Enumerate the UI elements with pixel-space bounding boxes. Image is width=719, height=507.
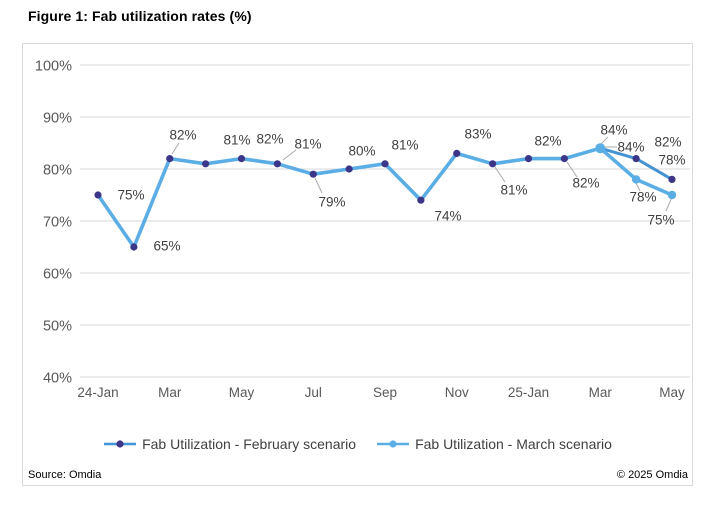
chart-legend: Fab Utilization - February scenario Fab …: [22, 436, 693, 452]
copyright-note: © 2025 Omdia: [616, 469, 688, 481]
legend-item-march-scenario: Fab Utilization - March scenario: [376, 436, 612, 452]
chart-title: Figure 1: Fab utilization rates (%): [28, 8, 252, 24]
chart-footer: Source: Omdia © 2025 Omdia: [28, 469, 688, 481]
legend-label-march: Fab Utilization - March scenario: [415, 436, 612, 452]
february-series-swatch-icon: [104, 440, 137, 448]
legend-item-february-scenario: Fab Utilization - February scenario: [103, 436, 356, 452]
chart-frame: [22, 43, 693, 486]
source-note: Source: Omdia: [28, 469, 102, 481]
march-series-swatch-icon: [377, 440, 410, 448]
legend-label-february: Fab Utilization - February scenario: [142, 436, 357, 452]
